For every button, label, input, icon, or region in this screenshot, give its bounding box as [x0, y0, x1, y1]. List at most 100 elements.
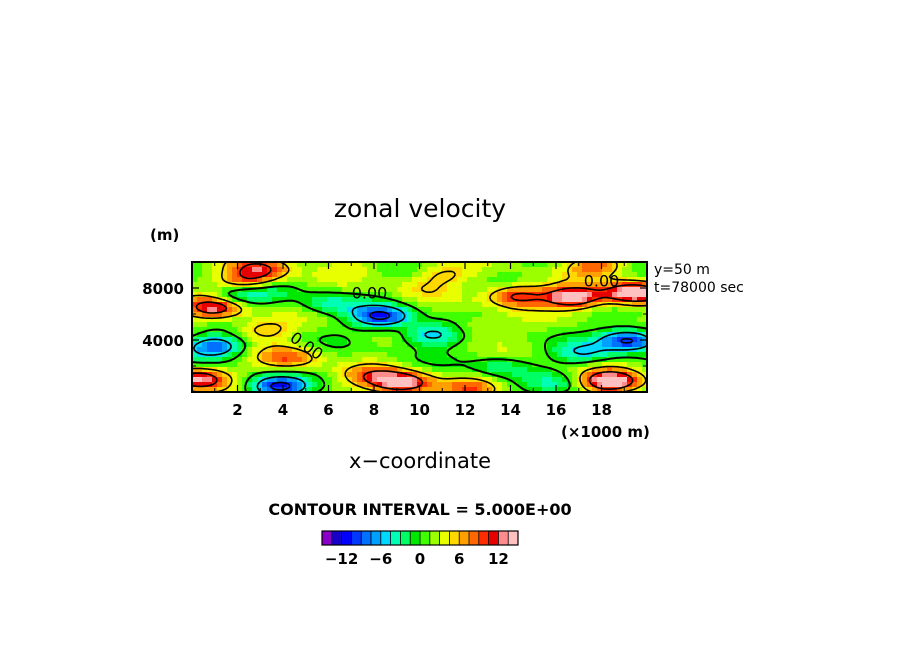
field-cell	[342, 327, 348, 333]
field-cell	[477, 332, 483, 338]
field-cell	[462, 367, 468, 373]
field-cell	[322, 367, 328, 373]
field-cell	[602, 372, 608, 378]
field-cell	[272, 382, 278, 388]
field-cell	[532, 312, 538, 318]
field-cell	[582, 302, 588, 308]
field-cell	[327, 362, 333, 368]
field-cell	[542, 357, 548, 363]
field-cell	[302, 297, 308, 303]
field-cell	[487, 312, 493, 318]
field-cell	[192, 262, 198, 268]
field-cell	[572, 387, 578, 392]
field-cell	[322, 327, 328, 333]
field-cell	[442, 387, 448, 392]
field-cell	[227, 312, 233, 318]
field-cell	[587, 387, 593, 392]
field-cell	[232, 342, 238, 348]
field-cell	[457, 372, 463, 378]
field-cell	[212, 332, 218, 338]
field-cell	[307, 357, 313, 363]
field-cell	[437, 272, 443, 278]
field-cell	[207, 332, 213, 338]
field-cell	[637, 352, 643, 358]
field-cell	[552, 377, 558, 383]
field-cell	[412, 292, 418, 298]
field-cell	[257, 347, 263, 353]
field-cell	[607, 262, 613, 268]
field-cell	[217, 282, 223, 288]
field-cell	[517, 317, 523, 323]
field-cell	[382, 262, 388, 268]
field-cell	[282, 287, 288, 293]
field-cell	[527, 322, 533, 328]
field-cell	[302, 277, 308, 283]
field-cell	[287, 362, 293, 368]
field-cell	[322, 282, 328, 288]
field-cell	[252, 382, 258, 388]
field-cell	[427, 337, 433, 343]
field-cell	[257, 302, 263, 308]
field-cell	[457, 387, 463, 392]
field-cell	[197, 347, 203, 353]
field-cell	[472, 342, 478, 348]
field-cell	[312, 267, 318, 273]
field-cell	[407, 337, 413, 343]
field-cell	[292, 347, 298, 353]
field-cell	[242, 367, 248, 373]
field-cell	[407, 307, 413, 313]
field-cell	[312, 262, 318, 268]
field-cell	[602, 277, 608, 283]
field-cell	[557, 387, 563, 392]
field-cell	[622, 292, 628, 298]
field-cell	[312, 377, 318, 383]
field-cell	[497, 297, 503, 303]
field-cell	[337, 282, 343, 288]
field-cell	[642, 282, 647, 288]
field-cell	[277, 367, 283, 373]
field-cell	[567, 357, 573, 363]
field-cell	[562, 282, 568, 288]
field-cell	[277, 307, 283, 313]
field-cell	[382, 297, 388, 303]
field-cell	[462, 377, 468, 383]
field-cell	[397, 377, 403, 383]
field-cell	[472, 277, 478, 283]
field-cell	[627, 312, 633, 318]
field-cell	[432, 272, 438, 278]
field-cell	[537, 307, 543, 313]
field-cell	[547, 312, 553, 318]
field-cell	[262, 317, 268, 323]
field-cell	[427, 327, 433, 333]
field-cell	[557, 307, 563, 313]
field-cell	[507, 287, 513, 293]
field-cell	[487, 327, 493, 333]
field-cell	[522, 282, 528, 288]
field-cell	[627, 292, 633, 298]
field-cell	[642, 297, 647, 303]
field-cell	[282, 342, 288, 348]
colorbar-swatch	[478, 531, 489, 545]
field-cell	[317, 272, 323, 278]
field-cell	[462, 267, 468, 273]
field-cell	[222, 337, 228, 343]
field-cell	[287, 357, 293, 363]
field-cell	[272, 352, 278, 358]
field-cell	[327, 347, 333, 353]
field-cell	[222, 322, 228, 328]
field-cell	[232, 327, 238, 333]
field-cell	[457, 267, 463, 273]
field-cell	[262, 297, 268, 303]
colorbar-swatch	[488, 531, 499, 545]
field-cell	[247, 372, 253, 378]
field-cell	[367, 272, 373, 278]
field-cell	[192, 277, 198, 283]
field-cell	[302, 342, 308, 348]
field-cell	[387, 302, 393, 308]
field-cell	[277, 312, 283, 318]
field-cell	[302, 367, 308, 373]
field-cell	[597, 382, 603, 388]
field-cell	[607, 307, 613, 313]
field-cell	[582, 332, 588, 338]
field-cell	[397, 372, 403, 378]
